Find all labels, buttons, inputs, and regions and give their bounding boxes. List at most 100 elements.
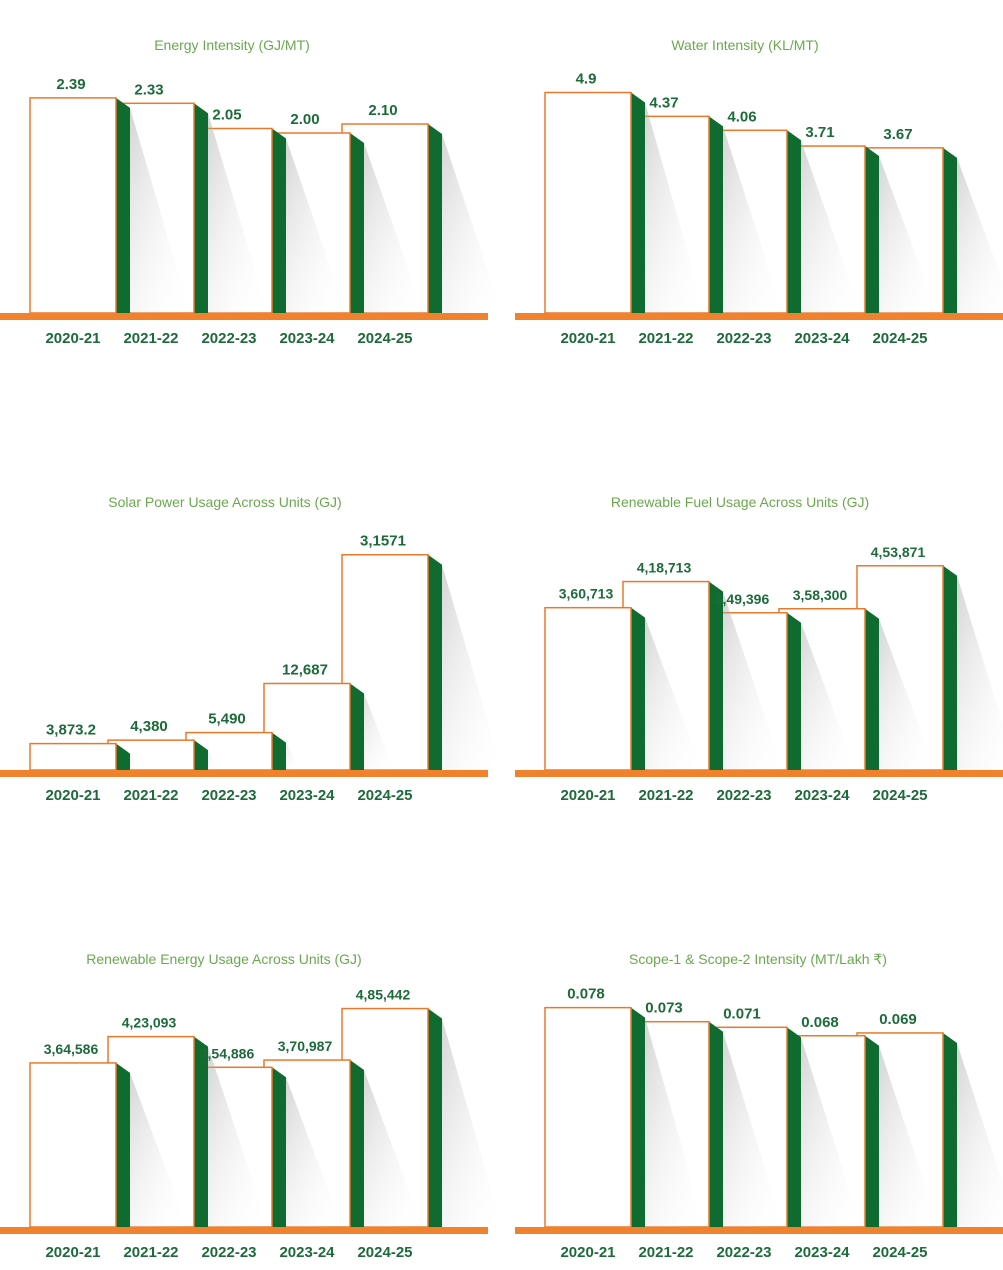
bar: [29, 742, 117, 771]
x-tick-label: 2021-22: [123, 330, 178, 347]
bar-shadow: [709, 1021, 783, 1227]
bar-side: [709, 116, 723, 313]
data-label: 3,54,886: [200, 1045, 255, 1061]
data-label: 12,687: [282, 661, 328, 678]
bar-shadow: [428, 1008, 502, 1227]
bar-side: [272, 732, 286, 770]
bar-side: [116, 1062, 130, 1227]
bar-side: [116, 97, 130, 314]
x-tick-label: 2021-22: [123, 1244, 178, 1261]
data-label: 2.10: [368, 102, 397, 119]
bar-side: [631, 92, 645, 313]
bar-side: [194, 1036, 208, 1227]
x-tick-label: 2020-21: [45, 1244, 100, 1261]
x-tick-label: 2024-25: [357, 1244, 412, 1261]
data-label: 3,49,396: [715, 591, 770, 607]
chart-4: Renewable Fuel Usage Across Units (GJ) 3,…: [515, 494, 1003, 804]
bar-side: [350, 683, 364, 770]
baseline: [515, 770, 1003, 777]
bar-shadow: [943, 1032, 1003, 1227]
data-label: 5,490: [208, 711, 246, 728]
bar-side: [787, 1027, 801, 1227]
bar-shadow: [116, 97, 190, 314]
x-tick-label: 2022-23: [201, 330, 256, 347]
x-tick-label: 2020-21: [560, 787, 615, 804]
data-label: 0.071: [723, 1005, 761, 1022]
x-tick-label: 2024-25: [872, 330, 927, 347]
bar-side: [428, 554, 442, 770]
bar-side: [709, 1021, 723, 1227]
data-label: 3,60,713: [559, 586, 614, 602]
baseline: [515, 313, 1003, 320]
bar-side: [943, 147, 957, 313]
data-label: 4.37: [649, 94, 678, 111]
bar-shadow: [865, 608, 936, 770]
chart-title: Water Intensity (KL/MT): [671, 37, 818, 53]
bar-shadow: [631, 92, 705, 313]
x-tick-label: 2020-21: [45, 330, 100, 347]
x-tick-label: 2023-24: [279, 330, 335, 347]
x-tick-label: 2023-24: [794, 787, 850, 804]
bar-shadow: [194, 103, 268, 313]
chart-title: Renewable Fuel Usage Across Units (GJ): [611, 494, 869, 510]
bar-shadow: [194, 1036, 268, 1227]
chart-6: Scope-1 & Scope-2 Intensity (MT/Lakh ₹) 0…: [515, 951, 1003, 1261]
x-tick-label: 2023-24: [794, 330, 850, 347]
bar-side: [428, 1008, 442, 1227]
data-label: 3.67: [883, 126, 912, 143]
bar-side: [787, 612, 801, 770]
bar-shadow: [272, 1067, 342, 1227]
bar-shadow: [631, 607, 702, 770]
data-label: 0.078: [567, 986, 605, 1003]
bar-shadow: [787, 130, 861, 313]
x-tick-label: 2024-25: [357, 330, 412, 347]
bar-side: [865, 608, 879, 770]
bar-shadow: [709, 116, 783, 313]
x-tick-label: 2021-22: [638, 330, 693, 347]
bar-shadow: [943, 147, 1003, 313]
bar-side: [631, 1007, 645, 1227]
bar-shadow: [865, 146, 938, 313]
bar-side: [194, 103, 208, 313]
x-tick-label: 2022-23: [201, 787, 256, 804]
x-tick-label: 2024-25: [357, 787, 412, 804]
x-tick-label: 2022-23: [716, 330, 771, 347]
x-tick-label: 2022-23: [201, 1244, 256, 1261]
bar: [544, 606, 632, 771]
data-label: 0.068: [801, 1014, 839, 1031]
data-label: 4.9: [576, 71, 597, 88]
bar: [29, 1062, 117, 1228]
data-label: 2.05: [212, 107, 241, 124]
x-tick-label: 2020-21: [560, 330, 615, 347]
data-label: 3.71: [805, 124, 834, 141]
x-tick-label: 2021-22: [638, 1244, 693, 1261]
data-label: 0.073: [645, 1000, 683, 1017]
chart-title: Energy Intensity (GJ/MT): [154, 37, 310, 53]
chart-title: Solar Power Usage Across Units (GJ): [108, 494, 341, 510]
data-label: 4,53,871: [871, 544, 926, 560]
bar-shadow: [116, 1062, 188, 1227]
bar-side: [865, 1035, 879, 1227]
bar-shadow: [350, 1060, 423, 1227]
baseline: [515, 1227, 1003, 1234]
data-label: 3,70,987: [278, 1038, 333, 1054]
data-label: 4.06: [727, 108, 756, 125]
bar-shadow: [787, 612, 857, 770]
data-label: 4,380: [130, 718, 168, 735]
chart-1: Energy Intensity (GJ/MT) 2.39 2.33 2.05 2.00…: [0, 37, 502, 347]
bar-side: [631, 607, 645, 770]
bar-side: [350, 133, 364, 313]
bar: [544, 91, 632, 314]
bar-shadow: [787, 1027, 861, 1227]
bar: [29, 97, 117, 314]
x-tick-label: 2024-25: [872, 1244, 927, 1261]
bar-side: [350, 1060, 364, 1227]
data-label: 3,64,586: [44, 1041, 99, 1057]
bar-side: [709, 581, 723, 770]
bar-shadow: [943, 565, 1003, 770]
baseline: [0, 313, 488, 320]
data-label: 4,23,093: [122, 1015, 177, 1031]
chart-title: Renewable Energy Usage Across Units (GJ): [86, 951, 361, 967]
baseline: [0, 770, 488, 777]
x-tick-label: 2023-24: [279, 787, 335, 804]
